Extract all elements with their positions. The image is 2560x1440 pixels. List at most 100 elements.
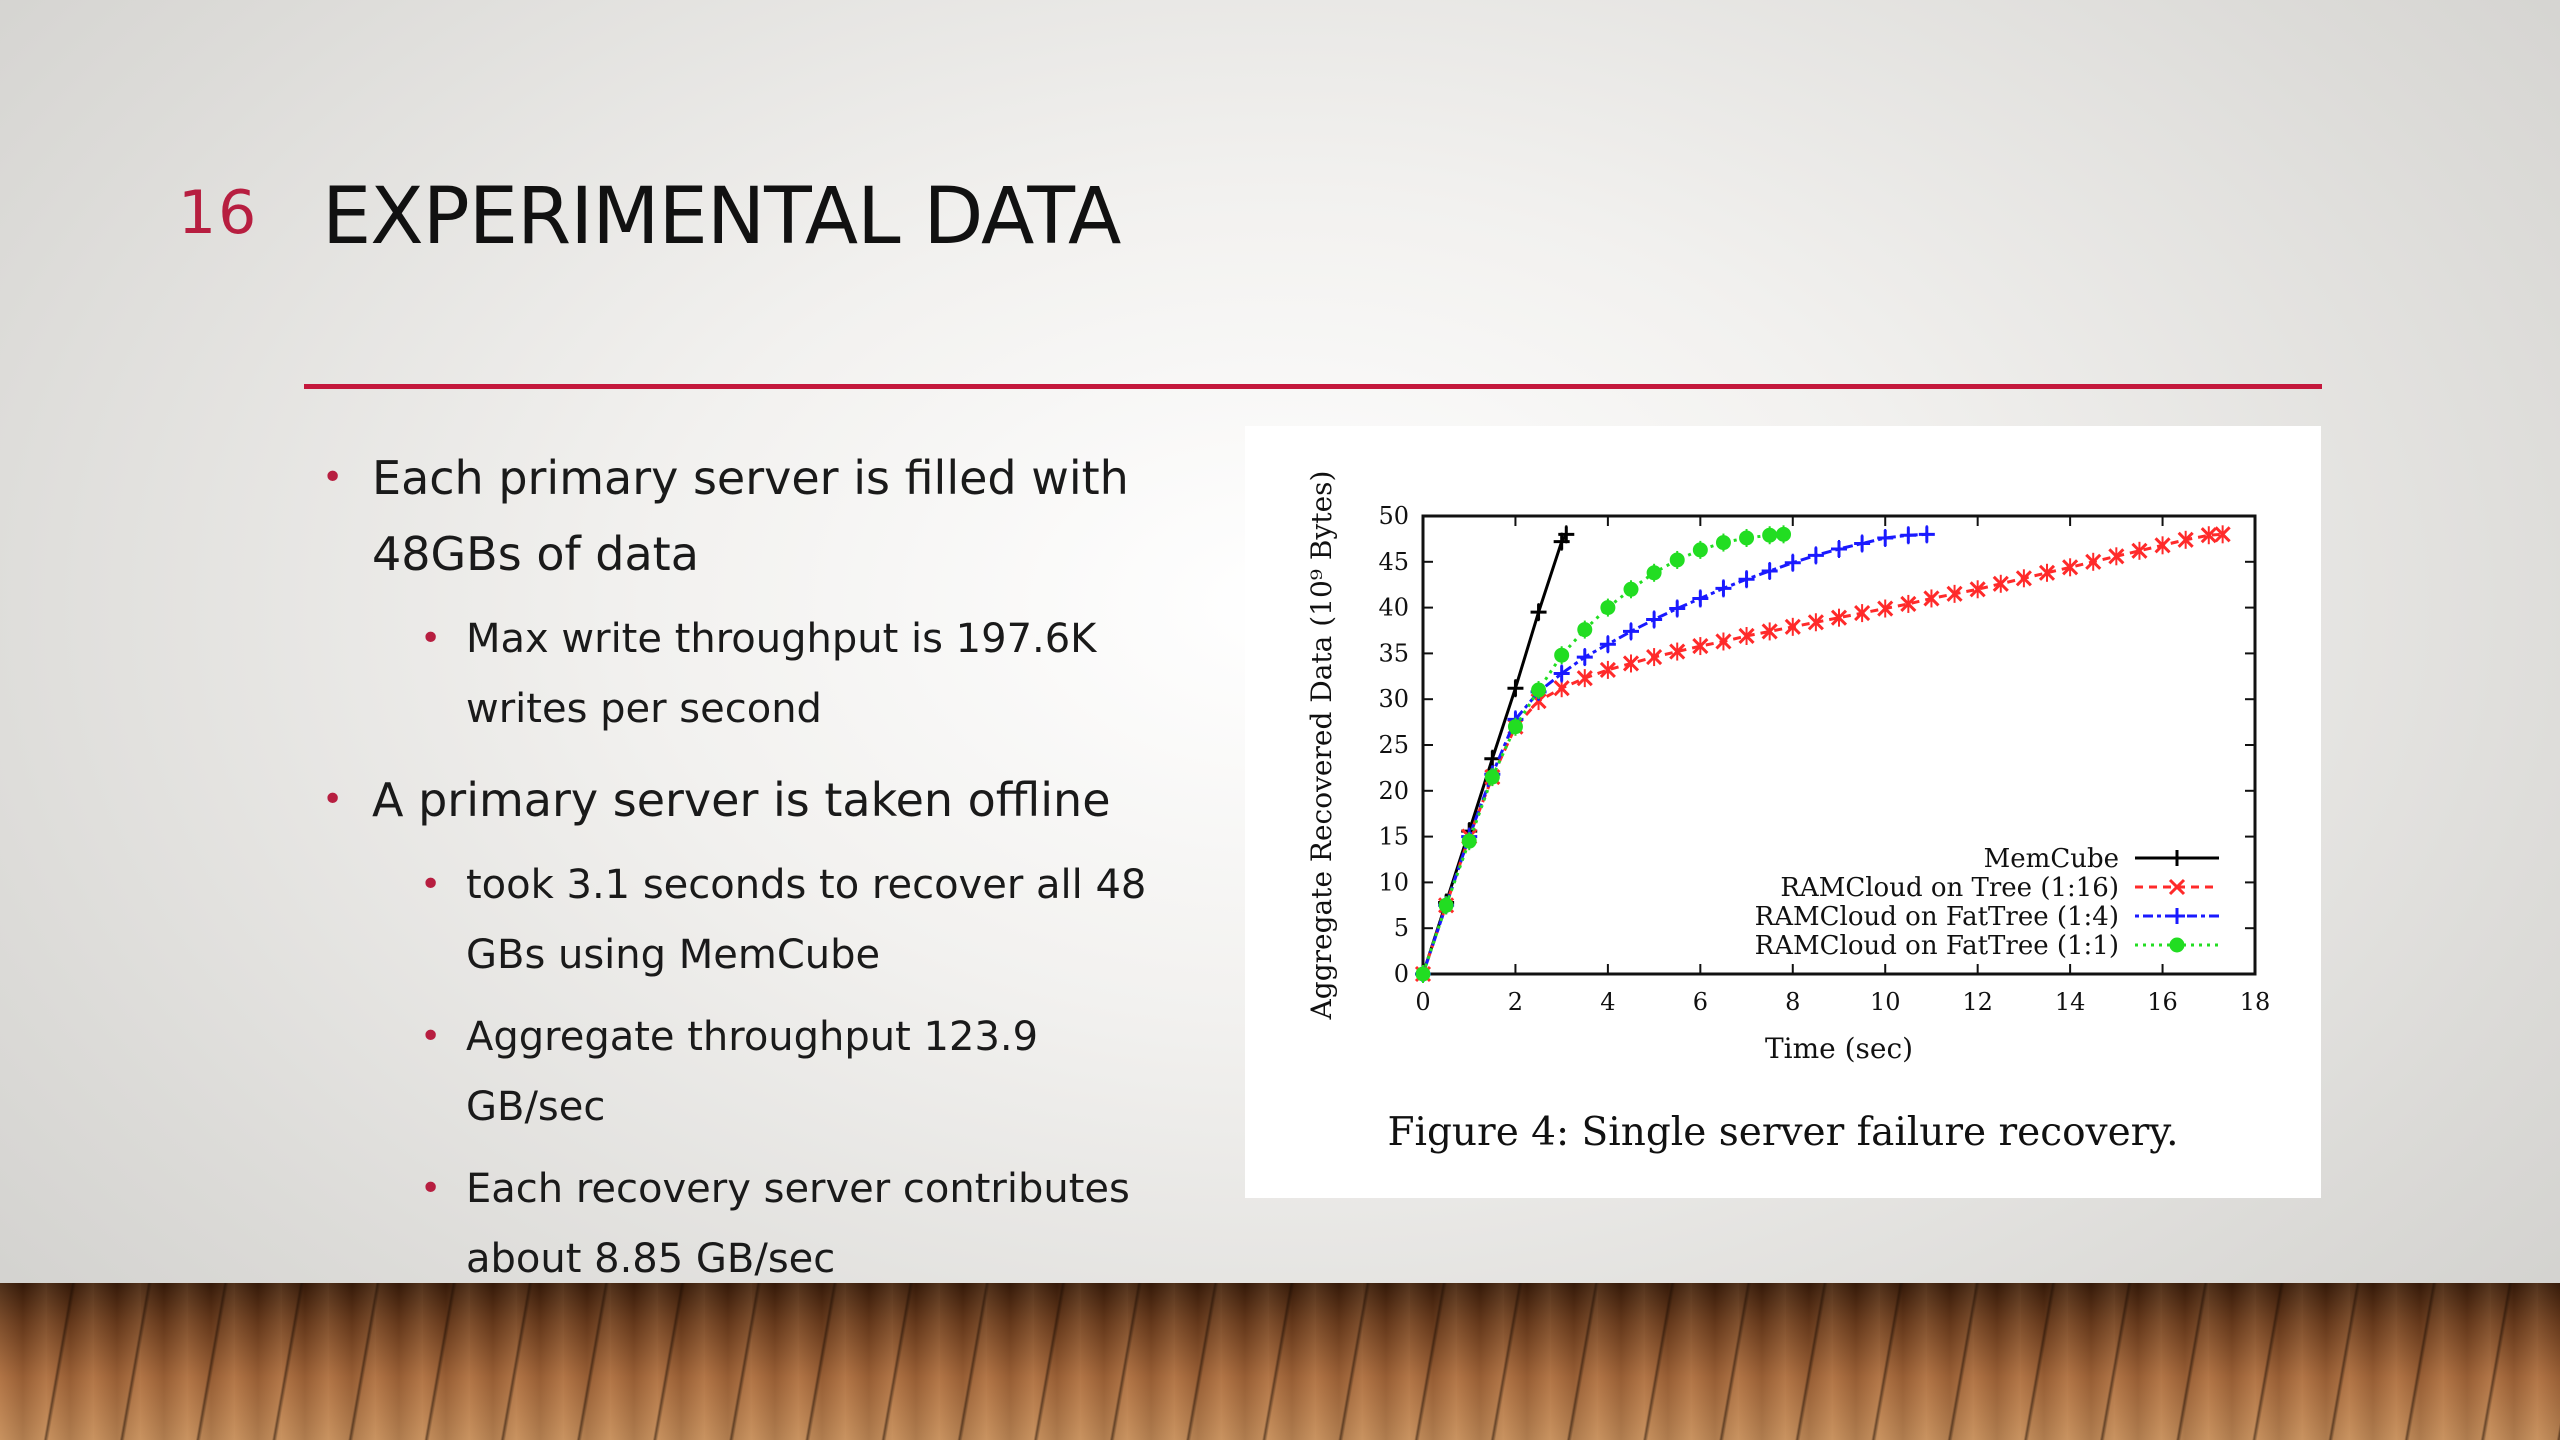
data-point [1830, 609, 1848, 626]
data-point [1553, 665, 1570, 682]
bullet-text: Each primary server is filled with 48GBs… [372, 451, 1129, 581]
data-point [1877, 600, 1894, 617]
data-point [1622, 655, 1640, 672]
data-point [1484, 769, 1500, 785]
sub-bullet-item: • Aggregate throughput 123.9 GB/sec [420, 1002, 1182, 1142]
wood-floor-background [0, 1283, 2560, 1440]
data-point [1507, 719, 1523, 735]
slide-number: 16 [178, 178, 259, 248]
y-tick-label: 40 [1378, 594, 1409, 622]
legend-marker [2169, 937, 2185, 953]
data-point [1646, 649, 1663, 666]
data-point [1738, 627, 1755, 645]
legend-entry: MemCube [1984, 844, 2119, 874]
data-point [1918, 526, 1935, 543]
data-point [2200, 527, 2217, 544]
sub-bullet-text: Max write throughput is 197.6K writes pe… [466, 616, 1097, 732]
recovery-chart: 0 2 4 6 8 10 12 14 16 18 0 5 10 15 20 25 30 35 40 45 50 Time … [1305, 471, 2271, 1065]
data-point [1762, 527, 1778, 543]
data-point [2108, 548, 2125, 565]
legend-marker [2169, 908, 2185, 924]
data-point [1854, 535, 1871, 552]
x-tick-label: 0 [1415, 988, 1430, 1016]
bullet-item: • Each primary server is filled with 48G… [322, 440, 1182, 592]
bullet-dot-icon: • [420, 1016, 442, 1057]
data-point [1854, 605, 1871, 622]
data-point [1623, 623, 1639, 640]
data-point [1784, 554, 1801, 571]
data-point [1992, 575, 2009, 592]
data-point [2085, 553, 2102, 570]
y-tick-label: 0 [1394, 960, 1409, 988]
bullet-dot-icon: • [322, 457, 344, 498]
data-point [1807, 614, 1824, 631]
figure-caption: Figure 4: Single server failure recovery… [1387, 1110, 2179, 1155]
y-tick-label: 5 [1394, 914, 1409, 942]
data-point [1761, 623, 1778, 640]
data-point [1669, 600, 1686, 617]
data-point [1738, 571, 1755, 588]
y-tick-label: 20 [1378, 777, 1409, 805]
legend-entry: RAMCloud on Tree (1:16) [1780, 873, 2119, 903]
series-line [1421, 532, 1784, 975]
slide-title: EXPERIMENTAL DATA [322, 172, 1121, 262]
x-tick-label: 16 [2147, 988, 2178, 1016]
bullet-dot-icon: • [420, 864, 442, 905]
data-point [1669, 552, 1685, 568]
data-point [1946, 585, 1963, 602]
data-point [2131, 542, 2148, 559]
figure-panel: 0 2 4 6 8 10 12 14 16 18 0 5 10 15 20 25 30 35 40 45 50 Time … [1245, 426, 2321, 1198]
sub-bullet-item: • Max write throughput is 197.6K writes … [420, 604, 1182, 744]
x-tick-label: 2 [1508, 988, 1523, 1016]
y-tick-label: 10 [1378, 868, 1409, 896]
x-tick-label: 18 [2240, 988, 2271, 1016]
y-tick-label: 15 [1378, 823, 1409, 851]
bullet-dot-icon: • [420, 1168, 442, 1209]
data-point [1969, 581, 1986, 598]
x-tick-label: 10 [1870, 988, 1901, 1016]
y-tick-label: 25 [1378, 731, 1409, 759]
data-point [1692, 542, 1708, 558]
x-axis-label: Time (sec) [1765, 1032, 1913, 1065]
data-point [1484, 750, 1501, 767]
data-point [1692, 638, 1709, 655]
data-point [1623, 581, 1639, 597]
data-point [1438, 897, 1454, 913]
x-tick-label: 4 [1600, 988, 1615, 1016]
data-point [1669, 643, 1686, 660]
bullet-item: • A primary server is taken offline [322, 762, 1182, 838]
data-point [1646, 565, 1662, 581]
title-divider [304, 384, 2322, 389]
data-point [1599, 636, 1616, 653]
data-point [1646, 611, 1663, 628]
data-point [2214, 526, 2231, 543]
data-point [1553, 680, 1570, 697]
x-tick-label: 8 [1785, 988, 1800, 1016]
legend-marker [2169, 850, 2185, 866]
legend-marker [2168, 878, 2186, 896]
bullet-text: A primary server is taken offline [372, 773, 1111, 827]
data-point [1599, 661, 1616, 678]
data-point [1507, 680, 1524, 697]
data-point [1877, 529, 1894, 546]
data-point [1715, 535, 1731, 551]
data-point [1461, 833, 1477, 849]
data-point [2038, 564, 2056, 581]
x-tick-label: 14 [2055, 988, 2086, 1016]
data-point [1761, 562, 1778, 579]
data-point [1807, 547, 1824, 564]
data-point [1739, 530, 1755, 546]
data-point [1831, 540, 1847, 557]
sub-bullet-text: Each recovery server contributes about 8… [466, 1166, 1130, 1282]
data-point [1554, 647, 1570, 663]
data-point [1900, 527, 1917, 544]
data-point [1923, 590, 1940, 607]
sub-bullet-item: • Each recovery server contributes about… [420, 1154, 1182, 1294]
y-axis-label: Aggregate Recovered Data (10⁹ Bytes) [1305, 471, 1338, 1021]
sub-bullet-text: took 3.1 seconds to recover all 48 GBs u… [466, 862, 1147, 978]
data-point [1715, 633, 1732, 650]
bullet-dot-icon: • [420, 618, 442, 659]
data-point [1415, 966, 1431, 982]
x-tick-label: 6 [1693, 988, 1708, 1016]
